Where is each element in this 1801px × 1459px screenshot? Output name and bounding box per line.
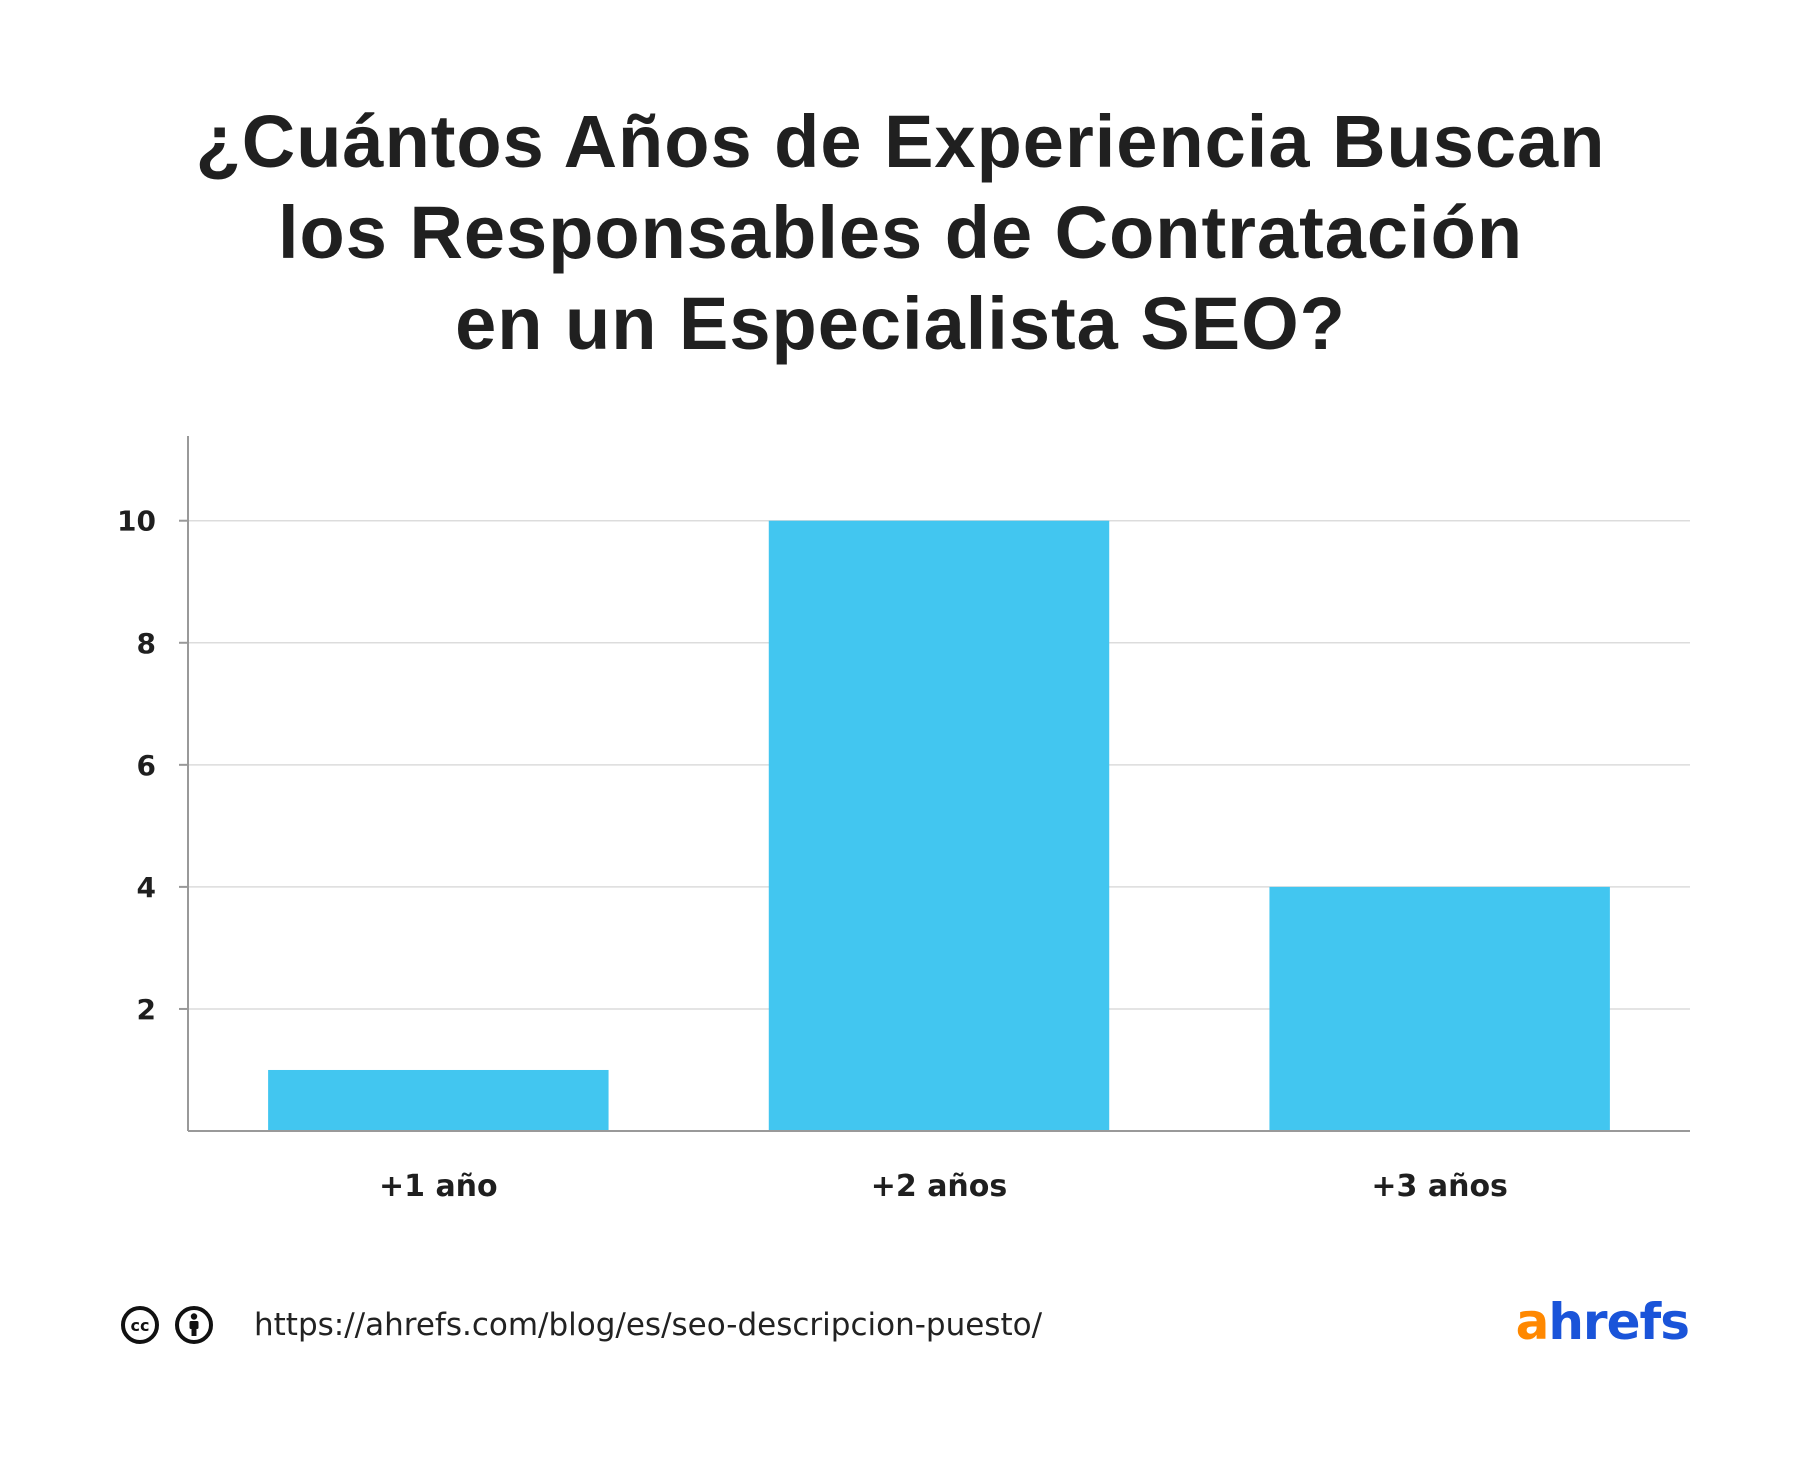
by-icon [175, 1306, 213, 1344]
title-line-1: ¿Cuántos Años de Experiencia Buscan [195, 100, 1606, 183]
x-tick-label: +2 años [871, 1169, 1008, 1204]
x-tick-labels: +1 año +2 años +3 años [379, 1169, 1508, 1204]
y-tick-label: 10 [117, 505, 156, 538]
bars [268, 520, 1610, 1131]
x-tick-label: +3 años [1371, 1169, 1508, 1204]
chart-title: ¿Cuántos Años de Experiencia Buscan los … [0, 96, 1801, 369]
logo-a: a [1515, 1293, 1550, 1351]
bar [768, 520, 1110, 1131]
source-url[interactable]: https://ahrefs.com/blog/es/seo-descripci… [254, 1307, 1043, 1343]
footer: cc https://ahrefs.com/blog/es/seo-descri… [120, 1300, 1042, 1350]
x-tick-label: +1 año [379, 1169, 498, 1204]
y-tick-label: 2 [137, 993, 156, 1026]
cc-icon: cc [121, 1306, 159, 1344]
axes [179, 436, 1690, 1132]
logo-rest: hrefs [1548, 1293, 1690, 1351]
bar [1269, 886, 1610, 1131]
y-tick-labels: 2 4 6 8 10 [117, 505, 156, 1026]
y-tick-label: 4 [137, 871, 156, 904]
y-tick-label: 6 [137, 749, 156, 782]
title-line-3: en un Especialista SEO? [455, 282, 1346, 365]
bar [268, 1069, 609, 1131]
svg-text:cc: cc [131, 1316, 150, 1335]
y-tick-label: 8 [137, 627, 156, 660]
title-line-2: los Responsables de Contratación [277, 191, 1524, 274]
ahrefs-logo: ahrefs [1515, 1293, 1690, 1351]
